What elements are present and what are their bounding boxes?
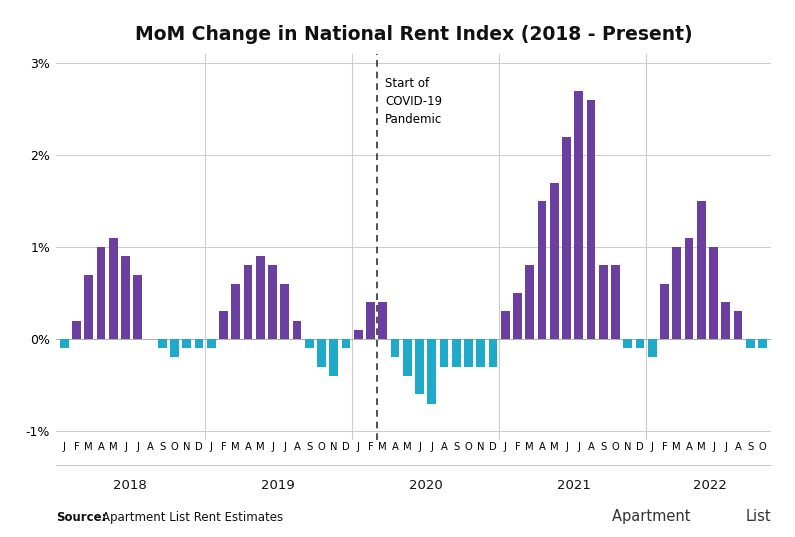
- Bar: [158, 339, 167, 349]
- Bar: [537, 201, 546, 339]
- Bar: [109, 238, 118, 339]
- Bar: [648, 339, 657, 358]
- Bar: [342, 339, 351, 349]
- Bar: [134, 274, 142, 339]
- Bar: [587, 100, 595, 339]
- Bar: [574, 91, 584, 339]
- Bar: [697, 201, 706, 339]
- Bar: [281, 284, 289, 339]
- Bar: [268, 265, 277, 339]
- Bar: [428, 339, 436, 403]
- Bar: [121, 256, 130, 339]
- Text: 2018: 2018: [113, 480, 146, 492]
- Bar: [72, 321, 81, 339]
- Text: Start of
COVID-19
Pandemic: Start of COVID-19 Pandemic: [386, 77, 443, 126]
- Bar: [746, 339, 754, 349]
- Bar: [293, 321, 301, 339]
- Bar: [84, 274, 93, 339]
- Bar: [207, 339, 215, 349]
- Title: MoM Change in National Rent Index (2018 - Present): MoM Change in National Rent Index (2018 …: [134, 25, 692, 44]
- Bar: [60, 339, 68, 349]
- Bar: [96, 247, 106, 339]
- Bar: [390, 339, 399, 358]
- Bar: [562, 136, 571, 339]
- Bar: [611, 265, 620, 339]
- Bar: [476, 339, 485, 367]
- Bar: [709, 247, 718, 339]
- Bar: [219, 311, 228, 339]
- Bar: [170, 339, 179, 358]
- Text: Apartment: Apartment: [612, 509, 700, 524]
- Bar: [329, 339, 338, 376]
- Bar: [599, 265, 607, 339]
- Bar: [195, 339, 204, 349]
- Bar: [243, 265, 253, 339]
- Bar: [182, 339, 191, 349]
- Bar: [525, 265, 534, 339]
- Text: 2019: 2019: [261, 480, 295, 492]
- Text: 2022: 2022: [692, 480, 727, 492]
- Bar: [684, 238, 693, 339]
- Bar: [721, 302, 731, 339]
- Bar: [623, 339, 632, 349]
- Bar: [489, 339, 498, 367]
- Text: List: List: [746, 509, 771, 524]
- Bar: [550, 183, 559, 339]
- Bar: [231, 284, 240, 339]
- Bar: [354, 330, 363, 339]
- Bar: [366, 302, 375, 339]
- Bar: [452, 339, 460, 367]
- Bar: [464, 339, 473, 367]
- Bar: [673, 247, 681, 339]
- Bar: [256, 256, 265, 339]
- Bar: [403, 339, 412, 376]
- Text: Source:: Source:: [56, 511, 107, 524]
- Text: Apartment List Rent Estimates: Apartment List Rent Estimates: [102, 511, 283, 524]
- Bar: [440, 339, 448, 367]
- Bar: [317, 339, 326, 367]
- Bar: [636, 339, 645, 349]
- Text: 2020: 2020: [409, 480, 443, 492]
- Text: 2021: 2021: [556, 480, 591, 492]
- Bar: [660, 284, 669, 339]
- Bar: [378, 302, 387, 339]
- Bar: [501, 311, 510, 339]
- Bar: [415, 339, 424, 394]
- Bar: [734, 311, 743, 339]
- Bar: [758, 339, 767, 349]
- Bar: [513, 293, 522, 339]
- Bar: [304, 339, 314, 349]
